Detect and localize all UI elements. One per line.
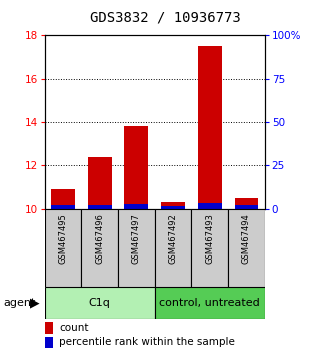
Bar	[124, 204, 148, 209]
Bar	[155, 287, 265, 319]
Bar	[198, 46, 222, 209]
Text: GSM467496: GSM467496	[95, 213, 104, 264]
Bar	[228, 209, 265, 287]
Bar	[235, 205, 259, 209]
Bar	[235, 198, 259, 209]
Text: GSM467494: GSM467494	[242, 213, 251, 263]
Bar	[88, 205, 112, 209]
Text: GSM467492: GSM467492	[168, 213, 178, 263]
Text: control, untreated: control, untreated	[160, 298, 260, 308]
Bar	[88, 157, 112, 209]
Bar	[45, 209, 81, 287]
Bar	[118, 209, 155, 287]
Bar	[51, 189, 75, 209]
Bar	[198, 203, 222, 209]
Text: percentile rank within the sample: percentile rank within the sample	[59, 337, 235, 347]
Text: GDS3832 / 10936773: GDS3832 / 10936773	[90, 11, 241, 25]
Bar	[161, 206, 185, 209]
Text: GSM467497: GSM467497	[132, 213, 141, 264]
Bar	[45, 337, 53, 348]
Bar	[45, 322, 53, 334]
Text: GSM467493: GSM467493	[205, 213, 214, 264]
Text: agent: agent	[3, 298, 36, 308]
Bar	[161, 202, 185, 209]
Bar	[124, 126, 148, 209]
Text: C1q: C1q	[89, 298, 111, 308]
Text: ▶: ▶	[30, 296, 40, 309]
Text: count: count	[59, 323, 89, 333]
Bar	[45, 287, 155, 319]
Bar	[191, 209, 228, 287]
Bar	[81, 209, 118, 287]
Text: GSM467495: GSM467495	[59, 213, 68, 263]
Bar	[51, 205, 75, 209]
Bar	[155, 209, 191, 287]
